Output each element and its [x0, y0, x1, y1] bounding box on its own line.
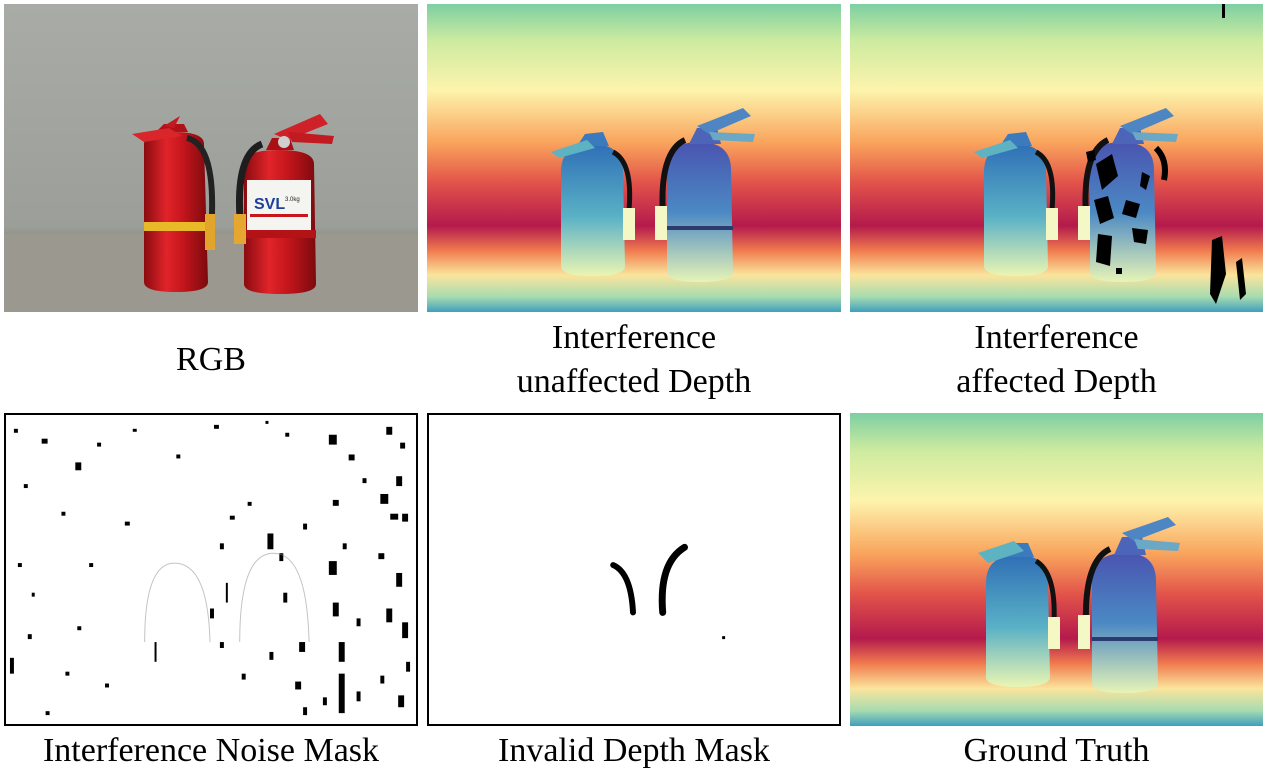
caption-rgb: RGB — [4, 338, 418, 382]
caption-line: unaffected Depth — [516, 363, 752, 400]
caption-line: RGB — [176, 341, 246, 378]
depth-extinguishers — [978, 517, 1180, 693]
caption-line: Invalid Depth Mask — [498, 732, 770, 769]
caption-line: Interference — [551, 319, 717, 356]
caption-affected: Interference affected Depth — [850, 316, 1263, 404]
invalid-mask-image — [427, 413, 841, 726]
label-capacity: 3.0kg — [285, 197, 300, 203]
noise-holes — [1086, 4, 1246, 304]
caption-unaffected: Interference unaffected Depth — [427, 316, 841, 404]
caption-line: affected Depth — [956, 363, 1157, 400]
affected-depth-image — [850, 4, 1263, 312]
caption-noise-mask: Interference Noise Mask — [4, 729, 418, 773]
caption-invalid-mask: Invalid Depth Mask — [427, 729, 841, 773]
label-brand: SVL — [254, 196, 285, 213]
right-extinguisher-icon: SVL 3.0kg — [234, 114, 334, 294]
caption-ground-truth: Ground Truth — [850, 729, 1263, 773]
depth-extinguishers — [551, 108, 755, 282]
left-extinguisher-icon — [132, 116, 216, 292]
caption-line: Ground Truth — [963, 732, 1150, 769]
ground-truth-image — [850, 413, 1263, 726]
rgb-image: SVL 3.0kg — [4, 4, 418, 312]
noise-mask-image — [4, 413, 418, 726]
caption-line: Interference Noise Mask — [42, 732, 380, 769]
caption-line: Interference — [974, 319, 1139, 356]
unaffected-depth-image — [427, 4, 841, 312]
